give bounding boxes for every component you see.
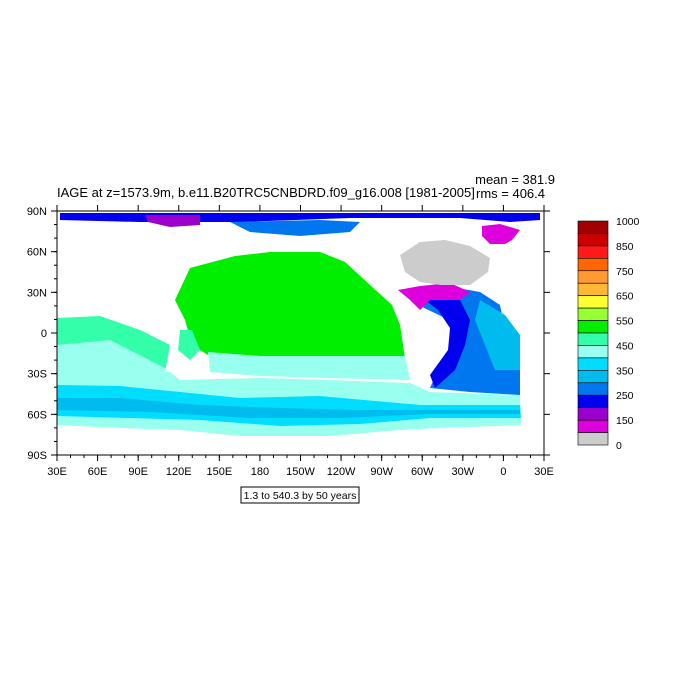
x-tick-label: 180 [251,466,269,478]
colorbar-label: 1000 [616,216,640,228]
colorbar-swatch [577,432,609,446]
colorbar-swatch [577,220,609,234]
colorbar-swatch [577,307,609,321]
colorbar-label: 250 [616,390,634,402]
y-axis-labels: 90N 60N 30N 0 30S 60S 90S [27,206,47,462]
colorbar-label: 550 [616,316,634,328]
map-panel: 30E 60E 90E 120E 150E 180 150W 120W 90W 60W 30W 0 30… [27,205,554,478]
arctic-patch [145,215,200,227]
north-pacific [175,252,405,358]
nordic-seas [482,224,520,244]
colorbar [577,220,609,446]
x-tick-label: 30E [47,466,67,478]
y-tick-label: 60N [27,247,47,259]
colorbar-swatch [577,419,609,433]
ocean-field [57,213,540,436]
west-pacific-strip [178,330,200,360]
colorbar-swatch [577,258,609,272]
x-axis-labels: 30E 60E 90E 120E 150E 180 150W 120W 90W 60W 30W 0 30… [47,466,554,478]
contour-interval-label: 1.3 to 540.3 by 50 years [244,490,357,502]
y-tick-label: 90S [27,450,47,462]
x-tick-label: 0 [500,466,506,478]
x-tick-label: 60E [88,466,108,478]
mean-label: mean = 381.9 [475,172,555,187]
colorbar-label: 450 [616,340,634,352]
y-tick-label: 30S [27,369,47,381]
x-tick-label: 150W [286,466,315,478]
x-tick-label: 30E [534,466,554,478]
contour-interval-box: 1.3 to 540.3 by 50 years [240,486,360,504]
colorbar-swatch [577,332,609,346]
colorbar-label: 0 [616,440,622,452]
colorbar-swatch [577,382,609,396]
rms-label: rms = 406.4 [476,186,545,201]
colorbar-swatch [577,270,609,284]
colorbar-swatch [577,345,609,359]
colorbar-label: 150 [616,415,634,427]
colorbar-swatch [577,320,609,334]
plot-title: IAGE at z=1573.9m, b.e11.B20TRC5CNBDRD.f… [57,185,475,200]
southern-ocean-band [57,385,521,426]
colorbar-swatch [577,282,609,296]
x-tick-label: 150E [206,466,232,478]
atlantic-newest-water [398,283,470,310]
colorbar-swatch [577,370,609,384]
y-tick-label: 0 [41,328,47,340]
x-tick-label: 90E [128,466,148,478]
colorbar-labels: 1000 850 750 650 550 450 350 250 150 0 [616,216,640,452]
south-pacific [208,352,410,380]
y-tick-label: 30N [27,287,47,299]
x-tick-label: 60W [411,466,434,478]
indian-ocean-south [57,340,165,372]
colorbar-label: 850 [616,241,634,253]
colorbar-label: 650 [616,291,634,303]
y-tick-label: 60S [27,409,47,421]
colorbar-swatch [577,233,609,247]
colorbar-swatch [577,407,609,421]
greenland-ice [400,240,490,285]
atlantic-mid [475,300,520,370]
colorbar-swatch [577,295,609,309]
axis-ticks [51,205,550,461]
x-tick-label: 120E [166,466,192,478]
y-tick-label: 90N [27,206,47,218]
colorbar-swatch [577,357,609,371]
arctic-edge [230,220,360,236]
x-tick-label: 120W [327,466,356,478]
colorbar-swatch [577,394,609,408]
colorbar-label: 750 [616,266,634,278]
southern-ocean-inner [57,398,520,418]
colorbar-label: 350 [616,365,634,377]
atlantic-deep-core [425,300,470,388]
x-tick-label: 30W [452,466,475,478]
colorbar-swatch [577,245,609,259]
x-tick-label: 90W [370,466,393,478]
